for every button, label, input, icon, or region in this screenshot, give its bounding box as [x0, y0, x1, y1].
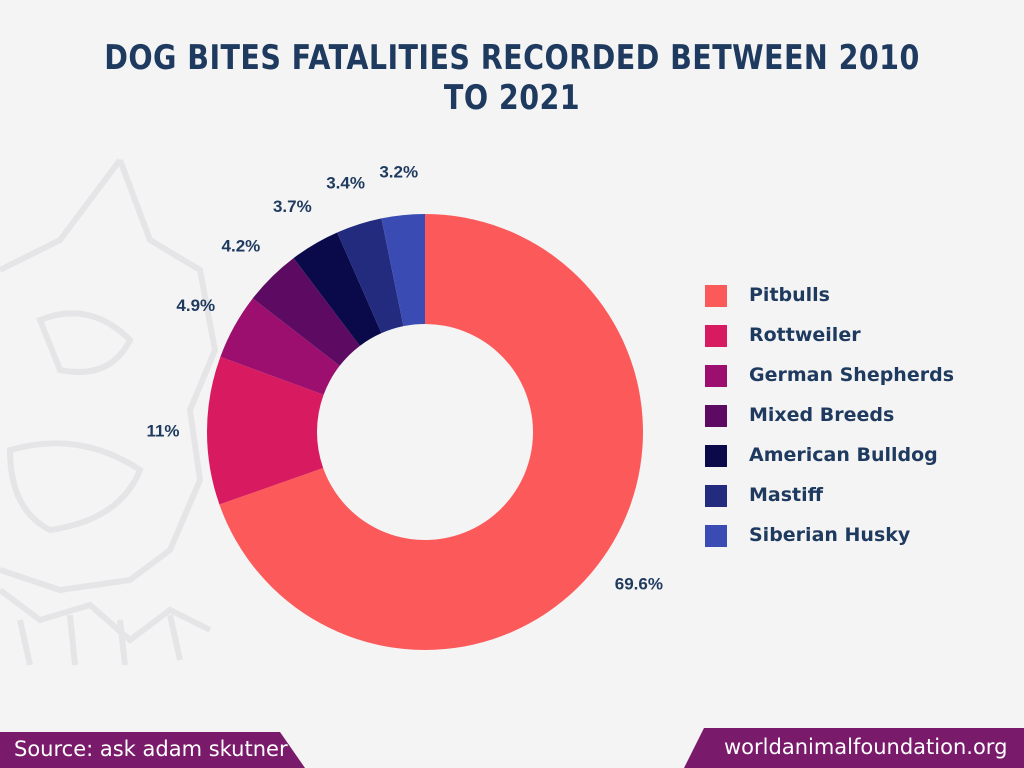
source-text: Source: ask adam skutner: [14, 737, 288, 761]
slice-label-siberian-husky: 3.2%: [379, 162, 418, 181]
legend-label: German Shepherds: [749, 364, 955, 386]
legend-label: Mixed Breeds: [749, 404, 895, 426]
legend-label: Mastiff: [749, 484, 824, 506]
slice-label-german-shepherds: 4.9%: [176, 296, 215, 315]
source-banner: Source: ask adam skutner: [0, 732, 305, 768]
slice-mastiff: [337, 218, 404, 334]
dog-head-icon: [0, 158, 219, 666]
slice-label-american-bulldog: 3.7%: [273, 197, 312, 216]
slice-label-rottweiler: 11%: [146, 421, 179, 440]
legend-swatch: [705, 485, 727, 507]
slice-mixed-breeds: [252, 258, 360, 366]
legend-label: Rottweiler: [749, 324, 861, 346]
legend-label: Siberian Husky: [749, 524, 911, 546]
legend-swatch: [705, 525, 727, 547]
slice-label-mixed-breeds: 4.2%: [222, 237, 261, 256]
slice-american-bulldog: [293, 232, 382, 346]
slice-label-mastiff: 3.4%: [326, 173, 365, 192]
slice-german-shepherds: [220, 298, 340, 395]
slice-rottweiler: [207, 356, 324, 505]
legend-swatch: [705, 405, 727, 427]
legend-swatch: [705, 325, 727, 347]
legend-label: Pitbulls: [749, 284, 830, 306]
legend-label: American Bulldog: [749, 444, 938, 466]
slice-pitbulls: [219, 214, 643, 650]
page-title: DOG BITES FATALITIES RECORDED BETWEEN 20…: [104, 38, 920, 118]
legend-swatch: [705, 285, 727, 307]
legend-swatch: [705, 365, 727, 387]
slice-siberian-husky: [381, 214, 425, 327]
legend-swatch: [705, 445, 727, 467]
site-link[interactable]: worldanimalfoundation.org: [724, 735, 1008, 759]
site-banner: worldanimalfoundation.org: [684, 728, 1024, 768]
slice-label-pitbulls: 69.6%: [615, 574, 663, 593]
